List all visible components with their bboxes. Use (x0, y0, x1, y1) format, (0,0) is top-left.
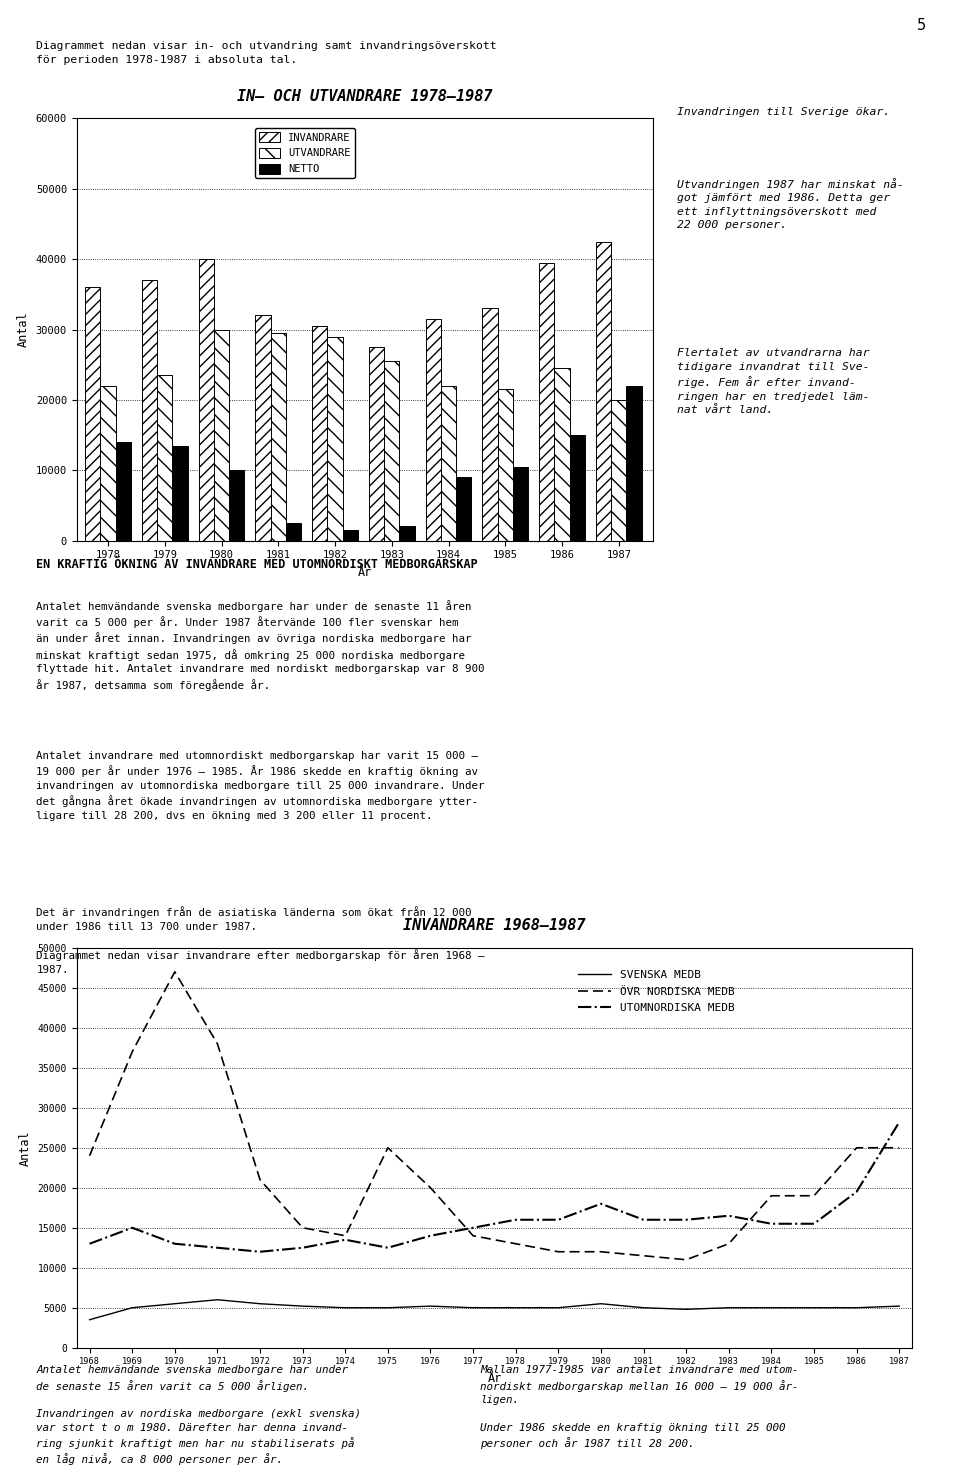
Bar (384, 361, 399, 541)
Bar (596, 241, 612, 541)
Text: Utvandringen 1987 har minskat nå-
got jämfört med 1986. Detta ger
ett inflyttnin: Utvandringen 1987 har minskat nå- got jä… (677, 178, 903, 231)
Text: Antalet invandrare med utomnordiskt medborgarskap har varit 15 000 –
19 000 per : Antalet invandrare med utomnordiskt medb… (36, 751, 485, 820)
Text: IN– OCH UTVANDRARE 1978–1987: IN– OCH UTVANDRARE 1978–1987 (237, 89, 492, 104)
Bar (199, 259, 214, 541)
Bar (173, 446, 188, 541)
Bar (456, 477, 471, 541)
Bar (286, 523, 301, 541)
Text: Flertalet av utvandrarna har
tidigare invandrat till Sve-
rige. Fem år efter inv: Flertalet av utvandrarna har tidigare in… (677, 348, 870, 415)
Bar (327, 336, 343, 541)
Bar (101, 385, 115, 541)
Bar (425, 318, 441, 541)
Bar (482, 308, 497, 541)
Bar (115, 441, 131, 541)
Bar (539, 262, 554, 541)
Bar (497, 390, 513, 541)
Bar (513, 467, 528, 541)
Bar (554, 369, 569, 541)
Bar (85, 287, 101, 541)
Text: INVANDRARE 1968–1987: INVANDRARE 1968–1987 (403, 918, 586, 933)
Bar (214, 329, 229, 541)
Text: Invandringen till Sverige ökar.: Invandringen till Sverige ökar. (677, 107, 890, 117)
Text: EN KRAFTIG ÖKNING AV INVANDRARE MED UTOMNORDISKT MEDBORGARSKAP: EN KRAFTIG ÖKNING AV INVANDRARE MED UTOM… (36, 558, 478, 572)
Bar (312, 326, 327, 541)
Bar (142, 280, 157, 541)
Y-axis label: Antal: Antal (19, 1130, 32, 1166)
Bar (569, 435, 585, 541)
Legend: INVANDRARE, UTVANDRARE, NETTO: INVANDRARE, UTVANDRARE, NETTO (254, 127, 355, 178)
Text: 5: 5 (917, 18, 926, 33)
Y-axis label: Antal: Antal (17, 311, 31, 348)
Bar (343, 530, 358, 541)
Bar (441, 385, 456, 541)
Bar (612, 400, 627, 541)
Bar (229, 469, 245, 541)
Bar (157, 375, 173, 541)
Bar (627, 385, 641, 541)
Text: Det är invandringen från de asiatiska länderna som ökat från 12 000
under 1986 t: Det är invandringen från de asiatiska lä… (36, 906, 472, 932)
Bar (399, 526, 415, 541)
Text: Antalet hemvändande svenska medborgare har under de senaste 11 åren
varit ca 5 0: Antalet hemvändande svenska medborgare h… (36, 600, 485, 690)
Legend: SVENSKA MEDB, ÖVR NORDISKA MEDB, UTOMNORDISKA MEDB: SVENSKA MEDB, ÖVR NORDISKA MEDB, UTOMNOR… (573, 966, 739, 1017)
Bar (369, 347, 384, 541)
Text: Mellan 1977-1985 var antalet invandrare med utom-
nordiskt medborgarskap mellan : Mellan 1977-1985 var antalet invandrare … (480, 1365, 799, 1448)
X-axis label: År: År (488, 1371, 501, 1385)
Text: Diagrammet nedan visar in- och utvandring samt invandringsöverskott
för perioden: Diagrammet nedan visar in- och utvandrin… (36, 41, 497, 65)
Bar (271, 333, 286, 541)
Text: Antalet hemvändande svenska medborgare har under
de senaste 15 åren varit ca 5 0: Antalet hemvändande svenska medborgare h… (36, 1365, 362, 1465)
Text: Diagrammet nedan visar invandrare efter medborgarskap för åren 1968 –
1987.: Diagrammet nedan visar invandrare efter … (36, 949, 485, 974)
Bar (255, 315, 271, 541)
X-axis label: År: År (358, 566, 372, 579)
